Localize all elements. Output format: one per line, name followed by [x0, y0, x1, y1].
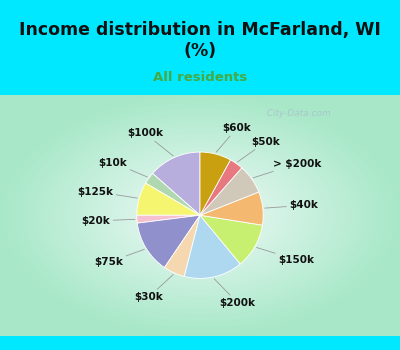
Text: Income distribution in McFarland, WI
(%): Income distribution in McFarland, WI (%) [19, 21, 381, 60]
Wedge shape [137, 215, 200, 267]
Text: $75k: $75k [95, 249, 144, 267]
Wedge shape [137, 183, 200, 215]
Text: $20k: $20k [82, 216, 135, 226]
Text: All residents: All residents [153, 71, 247, 84]
Text: $150k: $150k [256, 247, 314, 265]
Wedge shape [200, 152, 230, 215]
Text: $30k: $30k [134, 274, 173, 302]
Wedge shape [200, 192, 263, 225]
Wedge shape [146, 174, 200, 215]
Text: $40k: $40k [265, 201, 318, 210]
Text: $125k: $125k [78, 187, 137, 198]
Text: $200k: $200k [214, 279, 256, 308]
Wedge shape [137, 215, 200, 223]
Wedge shape [200, 215, 262, 264]
Text: $60k: $60k [216, 123, 251, 152]
Text: $10k: $10k [99, 158, 147, 177]
Text: City-Data.com: City-Data.com [261, 109, 331, 118]
Wedge shape [200, 160, 242, 215]
Text: $100k: $100k [127, 128, 173, 156]
Text: > $200k: > $200k [253, 159, 322, 178]
Wedge shape [200, 168, 259, 215]
Wedge shape [184, 215, 240, 279]
Wedge shape [164, 215, 200, 276]
Wedge shape [152, 152, 200, 215]
Text: $50k: $50k [238, 137, 280, 162]
